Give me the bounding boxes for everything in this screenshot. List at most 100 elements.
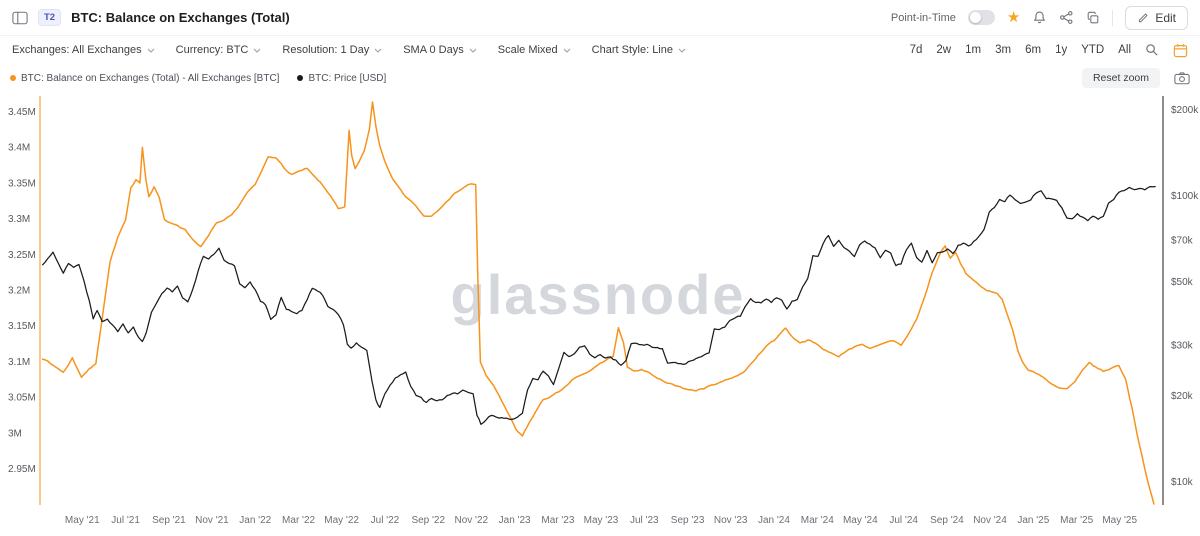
share-icon[interactable] [1059, 10, 1074, 25]
right-axis-tick: $20k [1171, 391, 1194, 402]
legend-bullet-price [297, 75, 304, 81]
scale-dropdown-label: Scale Mixed [497, 44, 558, 56]
currency-dropdown-label: Currency: BTC [175, 44, 249, 56]
chevron-down-icon [678, 48, 686, 53]
reset-zoom-button[interactable]: Reset zoom [1081, 68, 1160, 88]
price-series-line [41, 185, 1156, 425]
chart-settings-toolbar: Exchanges: All Exchanges Currency: BTC R… [0, 36, 1200, 64]
chevron-down-icon [563, 48, 571, 53]
resolution-dropdown[interactable]: Resolution: 1 Day [282, 44, 382, 56]
x-axis-tick: May '25 [1102, 515, 1137, 526]
x-axis-tick: Jan '25 [1017, 515, 1049, 526]
left-axis-tick: 3M [8, 428, 22, 439]
chevron-down-icon [254, 48, 261, 53]
sma-dropdown-label: SMA 0 Days [403, 44, 464, 56]
legend-item-price[interactable]: BTC: Price [USD] [297, 73, 386, 84]
x-axis-tick: May '21 [65, 515, 100, 526]
x-axis-tick: Nov '22 [455, 515, 489, 526]
exchanges-dropdown[interactable]: Exchanges: All Exchanges [12, 44, 155, 56]
x-axis-tick: Sep '24 [930, 515, 964, 526]
x-axis-tick: Sep '23 [671, 515, 705, 526]
sma-dropdown[interactable]: SMA 0 Days [403, 44, 477, 56]
range-button-6m[interactable]: 6m [1025, 44, 1042, 56]
x-axis-tick: Mar '24 [801, 515, 834, 526]
scale-dropdown[interactable]: Scale Mixed [498, 44, 571, 56]
left-axis-tick: 3.4M [8, 143, 30, 154]
x-axis-tick: Sep '21 [152, 515, 186, 526]
x-axis-tick: May '23 [584, 515, 619, 526]
right-axis-tick: $50k [1171, 277, 1194, 288]
range-button-ytd[interactable]: YTD [1081, 44, 1105, 56]
x-axis-tick: Jan '24 [758, 515, 790, 526]
pencil-icon [1137, 12, 1149, 24]
range-button-3m[interactable]: 3m [995, 44, 1012, 56]
left-axis-tick: 3.25M [8, 250, 36, 261]
left-axis-tick: 3.15M [8, 321, 36, 332]
header-bar: T2 BTC: Balance on Exchanges (Total) Poi… [0, 0, 1200, 36]
left-axis-tick: 3.45M [8, 107, 36, 118]
range-button-2w[interactable]: 2w [936, 44, 952, 56]
legend-label-price: BTC: Price [USD] [308, 72, 387, 84]
left-axis-tick: 3.05M [8, 393, 36, 404]
x-axis-tick: Jul '22 [371, 515, 400, 526]
left-axis-tick: 2.95M [8, 464, 36, 475]
favorite-star-icon[interactable]: ★ [1006, 9, 1021, 26]
tier-badge: T2 [38, 8, 62, 27]
range-button-1m[interactable]: 1m [965, 44, 982, 56]
divider [1112, 9, 1114, 26]
copy-icon[interactable] [1086, 11, 1100, 25]
left-axis-tick: 3.1M [8, 357, 30, 368]
range-button-all[interactable]: All [1118, 44, 1131, 56]
x-axis-tick: Nov '24 [973, 515, 1007, 526]
chevron-down-icon [469, 48, 477, 53]
x-axis-tick: May '24 [843, 515, 878, 526]
x-axis-tick: Mar '22 [282, 515, 315, 526]
right-axis-tick: $100k [1171, 191, 1199, 202]
x-axis-tick: Mar '23 [541, 515, 574, 526]
right-axis-tick: $30k [1171, 341, 1194, 352]
range-button-7d[interactable]: 7d [909, 44, 923, 56]
sidebar-toggle-icon[interactable] [12, 11, 28, 25]
currency-dropdown[interactable]: Currency: BTC [176, 44, 262, 56]
left-axis-tick: 3.3M [8, 214, 30, 225]
x-axis-tick: Jul '21 [111, 515, 140, 526]
chart-style-dropdown-label: Chart Style: Line [591, 44, 673, 56]
x-axis-tick: Jul '23 [630, 515, 659, 526]
legend-bullet-balance [10, 75, 16, 81]
range-button-1y[interactable]: 1y [1055, 44, 1068, 56]
x-axis-tick: Jul '24 [889, 515, 918, 526]
x-axis-tick: Nov '23 [714, 515, 748, 526]
toggle-knob [969, 12, 981, 23]
x-axis-tick: Nov '21 [195, 515, 229, 526]
x-axis-tick: May '22 [324, 515, 359, 526]
calendar-icon[interactable] [1173, 43, 1188, 58]
x-axis-tick: Mar '25 [1060, 515, 1093, 526]
x-axis-tick: Sep '22 [411, 515, 445, 526]
legend-item-balance[interactable]: BTC: Balance on Exchanges (Total) - All … [10, 73, 279, 84]
screenshot-camera-icon[interactable] [1174, 71, 1190, 85]
edit-button[interactable]: Edit [1125, 5, 1188, 30]
balance-series-line [41, 101, 1155, 505]
right-axis-tick: $70k [1171, 235, 1194, 246]
right-axis-tick: $200k [1171, 105, 1199, 116]
notification-bell-icon[interactable] [1032, 10, 1047, 25]
legend-label-balance: BTC: Balance on Exchanges (Total) - All … [21, 72, 280, 84]
chart-canvas[interactable]: glassnode 3.45M 3.4M 3.35M 3.3M 3.25M 3.2M 3.15… [0, 92, 1200, 536]
chart-style-dropdown[interactable]: Chart Style: Line [592, 44, 686, 56]
exchanges-dropdown-label: Exchanges: All Exchanges [12, 44, 142, 56]
left-axis-tick: 3.2M [8, 286, 30, 297]
point-in-time-label: Point-in-Time [890, 11, 956, 24]
legend-row: BTC: Balance on Exchanges (Total) - All … [0, 64, 1200, 92]
chevron-down-icon [147, 48, 155, 53]
chevron-down-icon [374, 48, 382, 53]
x-axis-tick: Jan '23 [499, 515, 531, 526]
edit-button-label: Edit [1155, 10, 1176, 25]
page-title: BTC: Balance on Exchanges (Total) [71, 10, 290, 25]
left-axis-tick: 3.35M [8, 178, 36, 189]
right-axis-tick: $10k [1171, 477, 1194, 488]
point-in-time-toggle[interactable] [967, 10, 995, 25]
zoom-search-icon[interactable] [1145, 43, 1159, 57]
x-axis-tick: Jan '22 [239, 515, 271, 526]
glassnode-watermark: glassnode [451, 263, 746, 326]
